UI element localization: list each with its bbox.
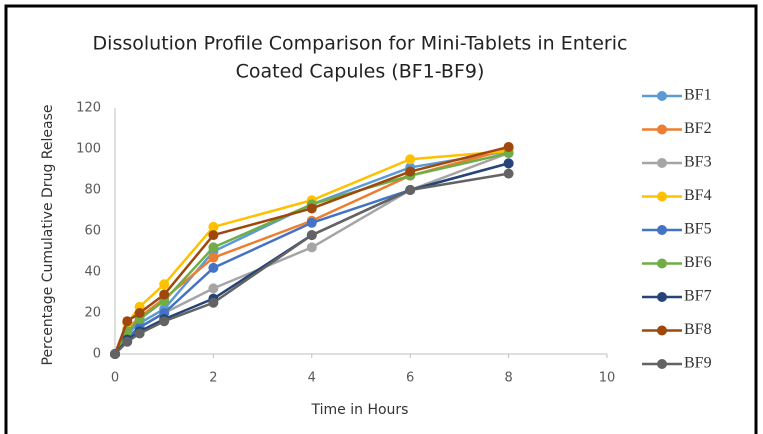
x-tick-label: 6 — [406, 371, 414, 386]
y-tick-label: 0 — [93, 347, 101, 362]
y-tick-label: 120 — [76, 101, 101, 116]
y-tick-label: 100 — [76, 142, 101, 157]
data-point — [306, 242, 317, 253]
x-tick-label: 0 — [111, 371, 119, 386]
x-tick-label: 8 — [504, 371, 512, 386]
legend-label: BF9 — [684, 355, 712, 372]
legend-label: BF7 — [684, 288, 712, 305]
legend-marker — [657, 292, 667, 302]
legend-label: BF5 — [684, 221, 712, 238]
chart-title: Dissolution Profile Comparison for Mini-… — [93, 33, 628, 55]
x-tick-label: 4 — [308, 371, 316, 386]
data-point — [503, 168, 514, 179]
chart-title: Coated Capules (BF1-BF9) — [236, 61, 485, 83]
data-point — [208, 230, 219, 241]
legend-marker — [657, 225, 667, 235]
data-point — [122, 316, 133, 327]
legend-label: BF4 — [684, 187, 712, 204]
data-point — [208, 283, 219, 294]
series-line — [113, 149, 509, 355]
data-point — [208, 252, 219, 263]
legend-label: BF3 — [684, 154, 712, 171]
legend-marker — [657, 191, 667, 202]
legend-marker — [657, 158, 667, 168]
data-point — [159, 279, 170, 290]
data-point — [405, 154, 416, 165]
legend-marker — [657, 124, 667, 135]
data-point — [306, 217, 317, 228]
frame — [4, 4, 758, 434]
y-tick-label: 80 — [84, 183, 101, 198]
legend-marker — [657, 258, 667, 269]
series-line — [114, 162, 509, 355]
data-point — [405, 185, 416, 195]
y-tick-label: 40 — [84, 265, 101, 280]
series-line — [113, 149, 509, 355]
data-point — [208, 221, 219, 232]
y-axis-title: Percentage Cumulative Drug Release — [40, 104, 56, 365]
legend-marker — [657, 91, 667, 101]
legend-marker — [657, 359, 667, 369]
legend-label: BF1 — [684, 87, 712, 104]
y-tick-label: 60 — [84, 224, 101, 239]
data-point — [503, 158, 514, 169]
data-point — [134, 328, 145, 339]
data-point — [208, 262, 219, 273]
x-tick-label: 10 — [599, 371, 616, 386]
data-point — [159, 289, 170, 300]
data-point — [159, 316, 170, 327]
data-point — [306, 203, 317, 214]
data-point — [306, 230, 317, 241]
data-point — [208, 242, 219, 253]
x-axis-title: Time in Hours — [311, 402, 409, 418]
y-tick-label: 20 — [84, 306, 101, 321]
x-tick-label: 2 — [209, 371, 217, 386]
data-point — [134, 308, 145, 318]
legend-marker — [657, 325, 667, 336]
legend-label: BF2 — [684, 120, 712, 137]
data-point — [405, 166, 416, 177]
data-point — [208, 297, 219, 308]
data-point — [122, 336, 133, 347]
legend-label: BF6 — [684, 254, 712, 271]
series-line — [114, 162, 509, 355]
legend-label: BF8 — [684, 321, 712, 338]
data-point — [110, 349, 120, 359]
data-point — [503, 141, 514, 152]
